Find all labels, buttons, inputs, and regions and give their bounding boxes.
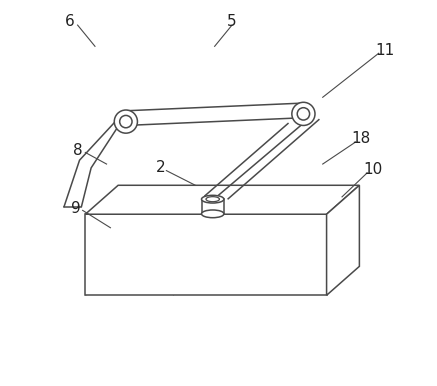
- Polygon shape: [85, 214, 326, 295]
- Text: 2: 2: [156, 161, 166, 175]
- Text: 8: 8: [73, 143, 83, 158]
- Text: 18: 18: [352, 132, 371, 146]
- Text: 10: 10: [363, 163, 382, 177]
- Text: 6: 6: [65, 14, 75, 29]
- Circle shape: [292, 102, 315, 125]
- Ellipse shape: [201, 195, 224, 203]
- Text: 5: 5: [227, 14, 237, 29]
- Polygon shape: [85, 185, 359, 214]
- Text: 9: 9: [71, 201, 80, 216]
- Polygon shape: [326, 185, 359, 295]
- Circle shape: [114, 110, 138, 133]
- Ellipse shape: [201, 210, 224, 218]
- Text: 11: 11: [375, 43, 394, 58]
